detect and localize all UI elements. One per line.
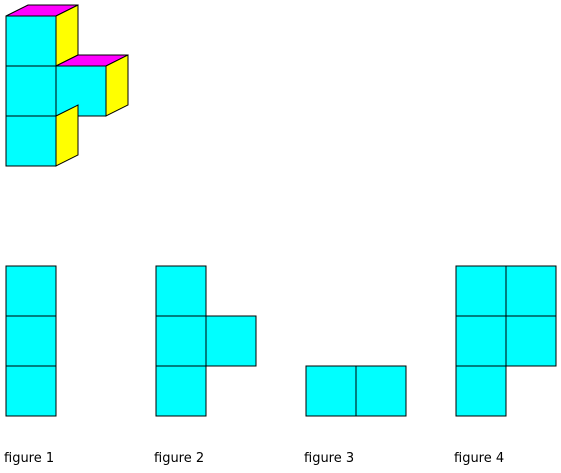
- cube-front-face: [5, 65, 57, 117]
- figure-square: [205, 315, 257, 367]
- cube-side-face: [55, 104, 79, 167]
- figure-square: [5, 315, 57, 367]
- figure-square: [155, 315, 207, 367]
- cube-front-face: [55, 65, 107, 117]
- figure-1-caption: figure 1: [4, 451, 55, 466]
- cube-front-face: [5, 15, 57, 67]
- figure-3-caption: figure 3: [304, 451, 355, 466]
- figure-square: [5, 365, 57, 417]
- figure-square: [355, 365, 407, 417]
- figure-square: [305, 365, 357, 417]
- figure-1: [5, 265, 57, 417]
- isometric-cube-solid: [5, 4, 129, 167]
- figure-2: [155, 265, 257, 417]
- figure-square: [455, 365, 507, 417]
- figure-square: [455, 265, 507, 317]
- cube-side-face: [105, 54, 129, 117]
- figure-2-caption: figure 2: [154, 451, 205, 466]
- figure-square: [505, 315, 557, 367]
- cube-front-face: [5, 115, 57, 167]
- figure-4-caption: figure 4: [454, 451, 505, 466]
- figure-square: [5, 265, 57, 317]
- figure-square: [155, 365, 207, 417]
- figure-3: [305, 365, 407, 417]
- figure-square: [505, 265, 557, 317]
- figure-4: [455, 265, 557, 417]
- figure-square: [155, 265, 207, 317]
- figure-square: [455, 315, 507, 367]
